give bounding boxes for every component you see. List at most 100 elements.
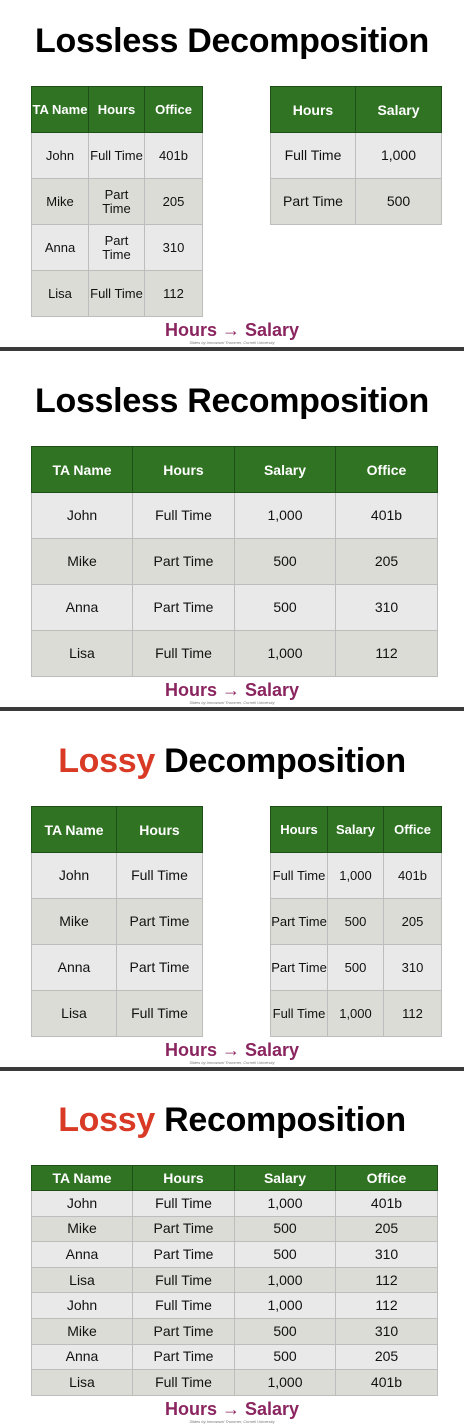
table-row: John Full Time 1,000 112 bbox=[31, 1292, 438, 1319]
slide-credit: Slides by Immanuel Trummer, Cornell Univ… bbox=[189, 340, 275, 345]
table-row: Part Time 500 205 bbox=[270, 898, 442, 945]
hours-salary-office-table: Hours Salary Office Full Time 1,000 401b… bbox=[270, 806, 442, 1037]
column-header: Salary bbox=[234, 1165, 336, 1191]
table-cell: Anna bbox=[31, 944, 117, 991]
table-cell: Part Time bbox=[132, 1317, 235, 1345]
table-cell: Full Time bbox=[132, 1369, 235, 1396]
column-header: Hours bbox=[132, 1165, 235, 1191]
table-cell: Part Time bbox=[270, 178, 356, 225]
table-cell: Part Time bbox=[88, 224, 145, 271]
lossy-word: Lossy bbox=[58, 1101, 155, 1139]
table-cell: 401b bbox=[335, 1369, 438, 1396]
table-cell: John bbox=[31, 492, 133, 539]
column-header: Salary bbox=[234, 446, 336, 493]
column-header: Office bbox=[144, 86, 203, 133]
table-cell: 112 bbox=[383, 990, 442, 1037]
column-header: Office bbox=[335, 1165, 438, 1191]
table-cell: John bbox=[31, 132, 89, 179]
table-row: Lisa Full Time 1,000 112 bbox=[31, 1266, 438, 1294]
table-cell: 205 bbox=[335, 1343, 438, 1371]
table-cell: 310 bbox=[335, 1241, 438, 1268]
table-row: Anna Part Time 500 310 bbox=[31, 584, 438, 631]
functional-dependency-label: Hours → Salary bbox=[164, 1040, 300, 1060]
table-cell: Lisa bbox=[31, 630, 133, 677]
column-header: Hours bbox=[88, 86, 145, 133]
table-cell: Full Time bbox=[116, 852, 203, 899]
table-cell: Lisa bbox=[31, 270, 89, 317]
table-cell: Full Time bbox=[132, 1190, 235, 1217]
column-header: TA Name bbox=[31, 446, 133, 493]
table-cell: Full Time bbox=[88, 270, 145, 317]
table-row: John Full Time bbox=[31, 852, 203, 899]
table-row: Mike Part Time 205 bbox=[31, 178, 203, 225]
table-row: Mike Part Time bbox=[31, 898, 203, 945]
slide-title: Lossless Decomposition bbox=[35, 22, 429, 60]
functional-dependency-label: Hours → Salary bbox=[164, 680, 300, 700]
table-cell: Mike bbox=[31, 178, 89, 225]
table-cell: Anna bbox=[31, 224, 89, 271]
table-cell: 1,000 bbox=[234, 1190, 336, 1217]
slide-title: Lossless Recomposition bbox=[35, 382, 429, 420]
table-cell: Part Time bbox=[132, 1215, 235, 1243]
table-cell: Full Time bbox=[116, 990, 203, 1037]
table-cell: Full Time bbox=[270, 990, 328, 1037]
table-cell: 401b bbox=[335, 492, 438, 539]
table-row: Anna Part Time 500 205 bbox=[31, 1343, 438, 1371]
lossy-recomposed-table: TA Name Hours Salary Office John Full Ti… bbox=[31, 1165, 438, 1396]
table-row: Part Time 500 310 bbox=[270, 944, 442, 991]
column-header: TA Name bbox=[31, 1165, 133, 1191]
table-cell: 112 bbox=[335, 1266, 438, 1294]
table-cell: 310 bbox=[335, 584, 438, 631]
table-cell: 205 bbox=[144, 178, 203, 225]
table-row: John Full Time 401b bbox=[31, 132, 203, 179]
table-cell: Part Time bbox=[132, 584, 235, 631]
ta-hours-table: TA Name Hours John Full Time Mike Part T… bbox=[31, 806, 203, 1037]
table-cell: 500 bbox=[234, 1241, 336, 1268]
table-cell: 205 bbox=[383, 898, 442, 945]
column-header: Hours bbox=[270, 86, 356, 133]
table-cell: Part Time bbox=[88, 178, 145, 225]
table-cell: 1,000 bbox=[234, 1266, 336, 1294]
table-cell: 112 bbox=[335, 1292, 438, 1319]
slide-credit: Slides by Immanuel Trummer, Cornell Univ… bbox=[189, 1060, 275, 1065]
table-cell: Anna bbox=[31, 584, 133, 631]
table-row: Anna Part Time 500 310 bbox=[31, 1241, 438, 1268]
slide-lossy-decomposition: Lossy Decomposition TA Name Hours John F… bbox=[0, 711, 464, 1067]
column-header: Hours bbox=[270, 806, 328, 853]
column-header: Salary bbox=[355, 86, 442, 133]
table-cell: John bbox=[31, 1190, 133, 1217]
table-cell: Part Time bbox=[270, 898, 328, 945]
table-cell: 401b bbox=[144, 132, 203, 179]
table-cell: 500 bbox=[234, 1343, 336, 1371]
table-cell: Lisa bbox=[31, 1369, 133, 1396]
column-header: Office bbox=[383, 806, 442, 853]
column-header: Hours bbox=[132, 446, 235, 493]
table-row: Full Time 1,000 112 bbox=[270, 990, 442, 1037]
table-cell: Part Time bbox=[270, 944, 328, 991]
slide-lossless-recomposition: Lossless Recomposition TA Name Hours Sal… bbox=[0, 351, 464, 707]
table-cell: 1,000 bbox=[355, 132, 442, 179]
table-row: Lisa Full Time 1,000 112 bbox=[31, 630, 438, 677]
slide-divider bbox=[0, 1067, 464, 1071]
table-cell: John bbox=[31, 1292, 133, 1319]
table-cell: Lisa bbox=[31, 1266, 133, 1294]
table-cell: 1,000 bbox=[234, 1369, 336, 1396]
table-cell: Full Time bbox=[132, 1292, 235, 1319]
table-cell: John bbox=[31, 852, 117, 899]
column-header: TA Name bbox=[31, 86, 89, 133]
table-row: John Full Time 1,000 401b bbox=[31, 1190, 438, 1217]
table-row: Mike Part Time 500 205 bbox=[31, 538, 438, 585]
slide-title: Lossy Decomposition bbox=[0, 742, 464, 781]
hours-salary-table: Hours Salary Full Time 1,000 Part Time 5… bbox=[270, 86, 442, 225]
table-row: Lisa Full Time bbox=[31, 990, 203, 1037]
slide-credit: Slides by Immanuel Trummer, Cornell Univ… bbox=[189, 700, 275, 705]
table-cell: Full Time bbox=[132, 1266, 235, 1294]
table-cell: 401b bbox=[335, 1190, 438, 1217]
column-header: Office bbox=[335, 446, 438, 493]
table-row: Mike Part Time 500 310 bbox=[31, 1317, 438, 1345]
slide-divider bbox=[0, 347, 464, 351]
table-row: Full Time 1,000 401b bbox=[270, 852, 442, 899]
table-cell: Part Time bbox=[116, 898, 203, 945]
table-cell: Full Time bbox=[270, 852, 328, 899]
column-header: TA Name bbox=[31, 806, 117, 853]
